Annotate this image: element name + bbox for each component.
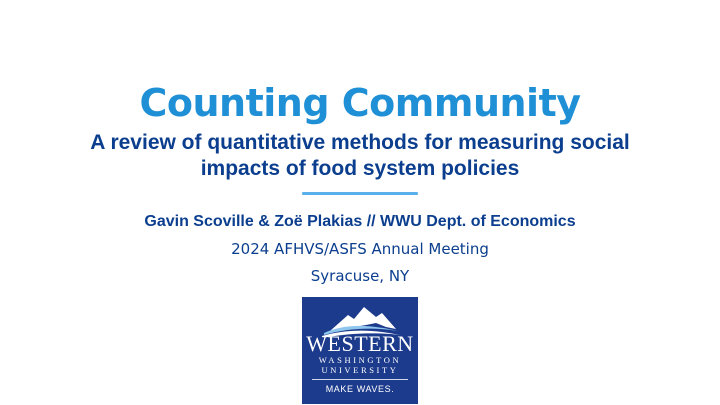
logo-washington-text: WASHINGTON xyxy=(318,355,402,365)
logo-western-text: WESTERN xyxy=(306,331,414,356)
meeting-name: 2024 AFHVS/ASFS Annual Meeting xyxy=(231,240,489,258)
authors-line: Gavin Scoville & Zoë Plakias // WWU Dept… xyxy=(144,213,576,230)
logo-tagline: MAKE WAVES. xyxy=(325,384,395,394)
university-logo: WESTERN WASHINGTON UNIVERSITY MAKE WAVES… xyxy=(302,297,418,404)
logo-university-text: UNIVERSITY xyxy=(321,365,399,375)
title-divider xyxy=(302,192,418,195)
mountain-wave-icon xyxy=(322,307,400,337)
slide-subtitle: A review of quantitative methods for mea… xyxy=(90,131,630,180)
slide-title: Counting Community xyxy=(139,81,581,125)
logo-divider xyxy=(312,379,408,380)
meeting-location: Syracuse, NY xyxy=(310,267,410,285)
